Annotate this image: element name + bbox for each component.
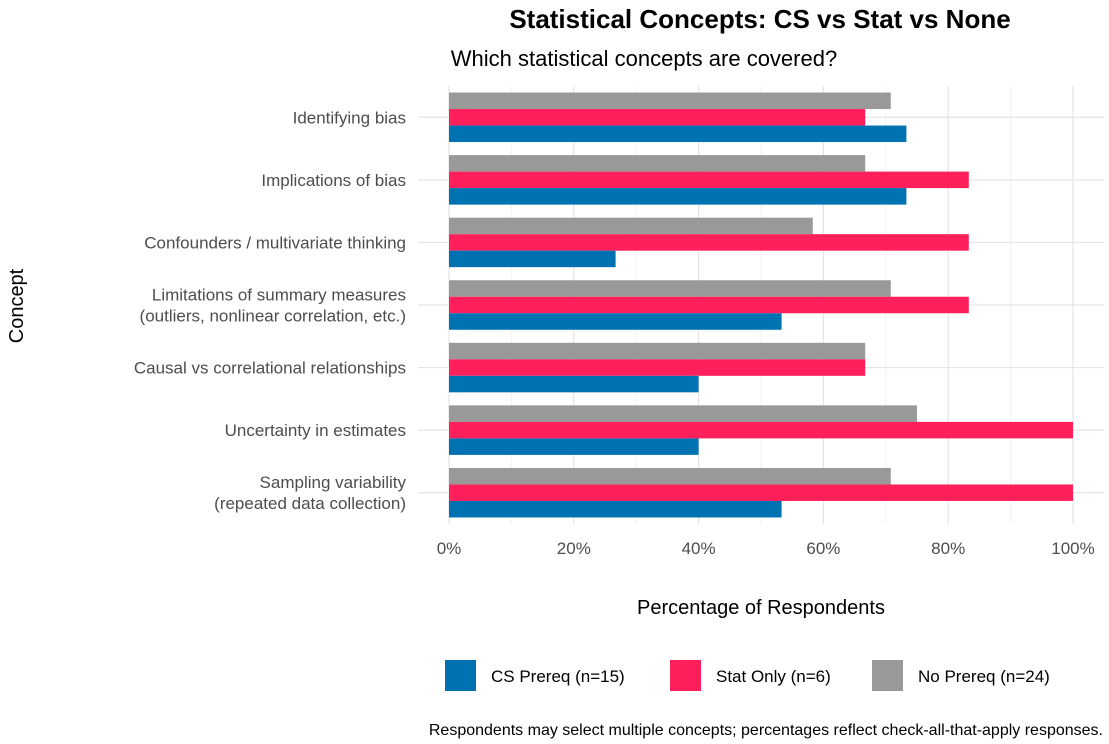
bar <box>449 234 969 251</box>
legend-item: CS Prereq (n=15) <box>445 660 625 691</box>
category-label: Uncertainty in estimates <box>225 421 406 440</box>
legend-item: No Prereq (n=24) <box>872 660 1050 691</box>
bar <box>449 188 907 205</box>
bar <box>449 125 907 143</box>
x-tick-label: 80% <box>931 539 965 558</box>
legend: CS Prereq (n=15) Stat Only (n=6) No Prereq… <box>445 660 1050 691</box>
bar <box>449 438 699 455</box>
category-labels: Identifying bias Implications of bias Conf… <box>134 108 407 513</box>
bar <box>449 375 699 393</box>
x-tick-label: 40% <box>682 539 716 558</box>
legend-label: CS Prereq (n=15) <box>491 667 625 686</box>
x-tick-label: 60% <box>806 539 840 558</box>
x-tick-label: 100% <box>1051 539 1094 558</box>
chart-title: Statistical Concepts: CS vs Stat vs None <box>509 4 1010 34</box>
legend-swatch <box>670 660 701 691</box>
category-label: Identifying bias <box>293 108 406 127</box>
category-label: Causal vs correlational relationships <box>134 359 406 378</box>
bar <box>449 109 866 126</box>
bar <box>449 280 891 297</box>
chart-caption: Respondents may select multiple concepts… <box>429 722 1103 739</box>
bar <box>449 421 1073 439</box>
chart-subtitle: Which statistical concepts are covered? <box>451 46 837 71</box>
bar <box>449 92 891 110</box>
bar <box>449 155 866 172</box>
category-label: Confounders / multivariate thinking <box>144 233 406 252</box>
legend-swatch <box>872 660 903 691</box>
category-label: Sampling variability (repeated data colle… <box>214 473 406 513</box>
category-label: Implications of bias <box>261 171 406 190</box>
legend-label: Stat Only (n=6) <box>716 667 831 686</box>
legend-swatch <box>445 660 476 691</box>
bar <box>449 405 917 422</box>
bar <box>449 500 782 518</box>
bar <box>449 484 1073 501</box>
bar <box>449 171 969 189</box>
x-tick-label: 20% <box>557 539 591 558</box>
bar <box>449 217 813 235</box>
bar <box>449 296 969 314</box>
x-tick-labels: 0% 20% 40% 60% 80% 100% <box>437 539 1095 558</box>
x-axis-title: Percentage of Respondents <box>637 597 885 619</box>
bar <box>449 250 616 268</box>
legend-label: No Prereq (n=24) <box>918 667 1050 686</box>
category-label: Limitations of summary measures (outliers… <box>140 286 406 326</box>
y-axis-title: Concept <box>6 268 28 343</box>
legend-item: Stat Only (n=6) <box>670 660 831 691</box>
bars <box>449 92 1073 518</box>
bar <box>449 313 782 330</box>
x-tick-label: 0% <box>437 539 462 558</box>
bar <box>449 359 866 376</box>
bar <box>449 342 866 360</box>
bar <box>449 467 891 485</box>
